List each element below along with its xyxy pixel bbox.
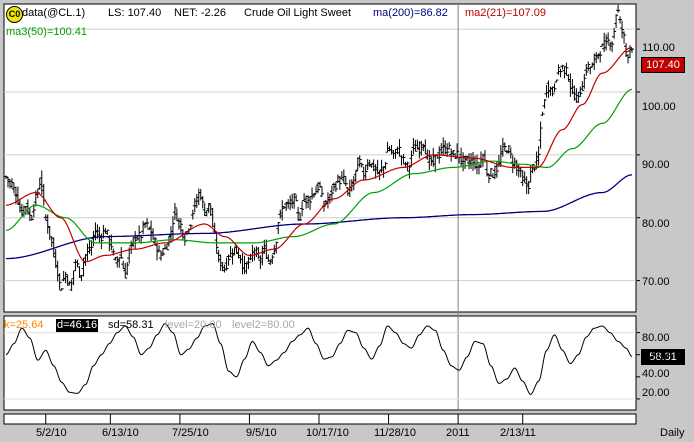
osc-tick-label: 20.00 — [642, 387, 670, 399]
sd-line — [5, 323, 633, 396]
price-tick-label: 90.00 — [642, 159, 670, 171]
level1-label: level=20.00 — [165, 319, 222, 331]
osc-tick-label: 60.00 — [642, 350, 670, 362]
price-tick-label: 80.00 — [642, 218, 670, 230]
date-tick-label: 10/17/10 — [306, 427, 349, 439]
date-tick-label: 11/28/10 — [374, 427, 417, 439]
price-tick-label: 110.00 — [642, 42, 675, 54]
ma200-line — [6, 174, 633, 260]
last-price-tag: 107.40 — [641, 57, 685, 73]
last-price-label: LS: 107.40 — [108, 7, 162, 19]
price-tick-label: 70.00 — [642, 276, 670, 288]
date-tick-label: 6/13/10 — [102, 427, 139, 439]
price-panel — [3, 3, 637, 313]
oscillator-value-tag: 58.31 — [641, 349, 685, 365]
period-label[interactable]: Daily — [660, 427, 685, 439]
d-label: d=46.16 — [56, 319, 99, 332]
osc-tick-label: 40.00 — [642, 368, 670, 380]
date-tick-label: 2011 — [446, 427, 470, 439]
ma50-line — [5, 88, 633, 244]
date-axis-strip — [3, 413, 637, 425]
level2-label: level2=80.00 — [232, 319, 295, 331]
symbol-label: data(@CL.1) — [22, 7, 86, 19]
ma50-label: ma3(50)=100.41 — [6, 26, 88, 38]
ma21-label: ma2(21)=107.09 — [465, 7, 547, 19]
date-tick-label: 5/2/10 — [36, 427, 67, 439]
date-tick-label: 9/5/10 — [246, 427, 277, 439]
ma21-line — [6, 46, 633, 263]
net-change-label: NET: -2.26 — [174, 7, 226, 19]
date-tick-label: 2/13/11 — [500, 427, 536, 439]
price-tick-label: 100.00 — [642, 101, 676, 113]
ma200-label: ma(200)=86.82 — [373, 7, 448, 19]
k-label: k=25.64 — [4, 319, 44, 331]
oscillator-panel — [3, 315, 637, 411]
osc-tick-label: 80.00 — [642, 332, 670, 344]
date-tick-label: 7/25/10 — [172, 427, 209, 439]
symbol-badge[interactable]: C0 — [6, 6, 23, 23]
sd-label: sd=58.31 — [108, 319, 154, 331]
chart-title: Crude Oil Light Sweet — [244, 7, 351, 19]
